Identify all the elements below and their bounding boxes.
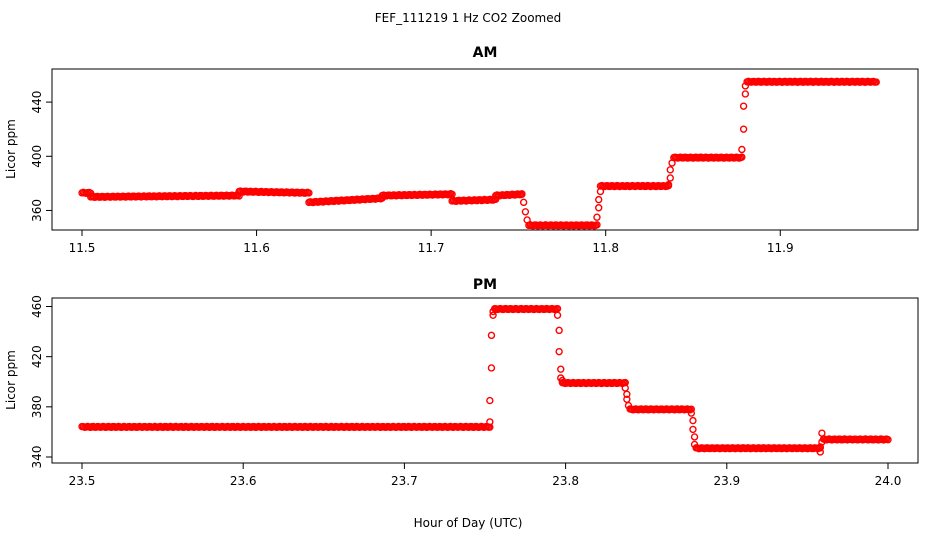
- am-data-point: [521, 208, 530, 216]
- pm-data-point: [689, 425, 697, 434]
- am-data-point: [741, 82, 750, 90]
- pm-x-tick-label: 23.7: [391, 474, 418, 488]
- pm-data-point: [818, 438, 826, 446]
- pm-data-point: [487, 364, 496, 372]
- pm-data-point: [558, 376, 567, 385]
- pm-data-point: [816, 448, 824, 456]
- am-data-point: [738, 145, 746, 154]
- pm-y-tick-label: 380: [30, 395, 44, 418]
- pm-x-axis: 23.5 23.6 23.7 23.8 23.9 24.0: [69, 463, 902, 488]
- pm-data-point: [687, 405, 696, 413]
- am-x-tick-label: 11.6: [243, 241, 270, 255]
- pm-x-tick-label: 23.6: [230, 474, 257, 488]
- am-data-points: [78, 77, 880, 230]
- pm-y-axis-label: Licor ppm: [4, 350, 18, 410]
- am-data-point: [668, 159, 676, 167]
- pm-y-axis: 340 380 420 460: [30, 295, 52, 468]
- am-data-point: [518, 190, 526, 198]
- am-data-point: [739, 102, 748, 110]
- am-data-point: [595, 195, 603, 204]
- am-x-axis: 11.5 11.6 11.7 11.8 11.9: [69, 230, 794, 255]
- am-plot-frame: [51, 68, 919, 231]
- pm-data-point: [555, 347, 563, 356]
- am-data-point: [593, 213, 601, 221]
- pm-data-point: [690, 440, 699, 449]
- pm-panel-title: PM: [473, 277, 497, 293]
- am-y-tick-label: 440: [30, 91, 44, 114]
- pm-data-point: [687, 409, 696, 417]
- am-data-point: [595, 204, 603, 212]
- am-data-point: [596, 187, 605, 196]
- am-data-point: [741, 90, 750, 98]
- pm-y-tick-label: 340: [30, 446, 44, 469]
- am-data-point: [523, 216, 531, 224]
- pm-data-point: [489, 311, 497, 319]
- pm-data-point: [818, 429, 826, 437]
- pm-data-point: [487, 331, 496, 340]
- pm-data-point: [486, 423, 494, 431]
- am-x-tick-label: 11.5: [69, 241, 96, 255]
- am-y-axis-label: Licor ppm: [4, 119, 18, 179]
- am-y-axis: 360 400 440: [30, 91, 52, 222]
- am-data-point: [738, 153, 746, 161]
- pm-y-tick-label: 420: [30, 345, 44, 368]
- pm-data-point: [557, 365, 565, 373]
- pm-panel: PM 23.5 23.6 23.7 23.8 23.9 24.0 340 380 420 460…: [4, 277, 919, 488]
- pm-x-tick-label: 23.9: [713, 474, 740, 488]
- am-data-point: [872, 78, 880, 86]
- pm-y-tick-label: 460: [30, 295, 44, 318]
- am-x-tick-label: 11.8: [592, 241, 619, 255]
- am-data-point: [664, 181, 673, 189]
- pm-x-tick-label: 23.5: [69, 474, 96, 488]
- pm-x-tick-label: 24.0: [875, 474, 902, 488]
- pm-data-point: [555, 326, 563, 335]
- pm-data-point: [489, 307, 497, 316]
- am-data-point: [519, 198, 528, 207]
- am-data-point: [666, 166, 674, 174]
- pm-data-point: [690, 433, 699, 441]
- pm-data-point: [884, 436, 892, 444]
- pm-data-point: [689, 416, 697, 425]
- pm-data-points: [78, 304, 892, 456]
- am-data-point: [666, 174, 674, 182]
- pm-x-tick-label: 23.8: [552, 474, 579, 488]
- pm-data-point: [553, 311, 562, 319]
- figure-title: FEF_111219 1 Hz CO2 Zoomed: [375, 11, 561, 25]
- am-data-point: [593, 221, 601, 229]
- am-data-point: [305, 189, 313, 197]
- pm-data-point: [623, 390, 631, 398]
- pm-plot-frame: [51, 297, 919, 464]
- x-axis-label: Hour of Day (UTC): [414, 516, 523, 530]
- am-y-tick-label: 400: [30, 145, 44, 168]
- am-x-tick-label: 11.9: [767, 241, 794, 255]
- am-x-tick-label: 11.7: [418, 241, 445, 255]
- am-panel: AM 11.5 11.6 11.7 11.8 11.9 360 400 440 Licor …: [4, 45, 919, 255]
- am-data-point: [739, 125, 748, 133]
- pm-data-point: [624, 401, 633, 410]
- pm-data-point: [486, 396, 494, 405]
- am-panel-title: AM: [473, 45, 498, 61]
- pm-data-point: [486, 418, 494, 426]
- am-y-tick-label: 360: [30, 199, 44, 222]
